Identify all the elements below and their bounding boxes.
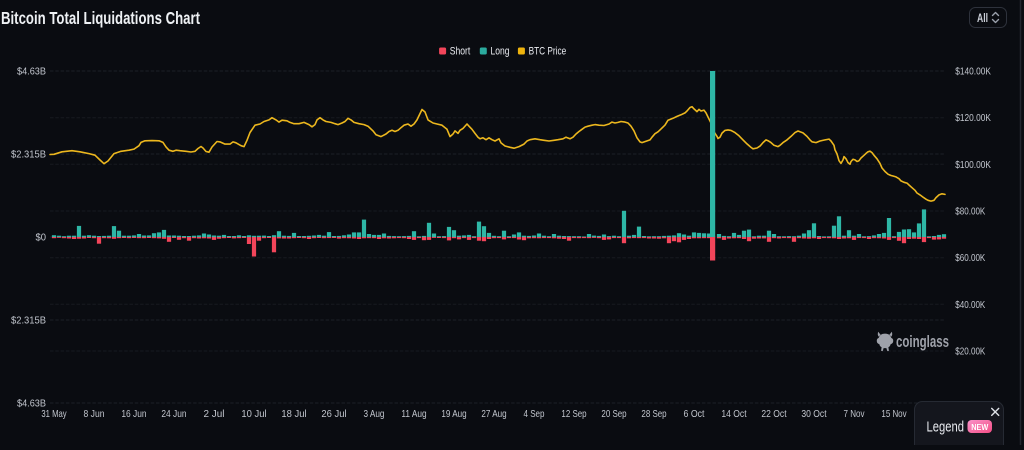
svg-text:2 Jul: 2 Jul [204,408,225,420]
svg-text:6 Oct: 6 Oct [684,408,705,420]
svg-text:16 Jun: 16 Jun [121,408,146,420]
svg-text:8 Jun: 8 Jun [84,408,105,420]
svg-text:30 Oct: 30 Oct [801,408,826,420]
svg-text:26 Jul: 26 Jul [321,408,346,420]
svg-text:Long: Long [491,46,510,58]
svg-text:19 Aug: 19 Aug [441,408,466,420]
svg-text:20 Sep: 20 Sep [601,408,626,420]
svg-text:27 Aug: 27 Aug [481,408,506,420]
svg-text:$2.315B: $2.315B [11,315,46,327]
svg-text:NEW: NEW [971,422,989,432]
svg-text:15 Nov: 15 Nov [881,408,907,420]
svg-text:28 Sep: 28 Sep [641,408,666,420]
svg-text:BTC Price: BTC Price [529,46,567,58]
svg-text:31 May: 31 May [41,408,67,420]
svg-text:$4.63B: $4.63B [17,398,46,410]
svg-text:All: All [977,11,988,25]
svg-text:3 Aug: 3 Aug [364,408,385,420]
svg-text:10 Jul: 10 Jul [241,408,266,420]
svg-text:$60.00K: $60.00K [955,252,985,264]
svg-text:4 Sep: 4 Sep [524,408,545,420]
svg-text:$40.00K: $40.00K [955,299,985,311]
svg-text:11 Aug: 11 Aug [401,408,426,420]
svg-text:24 Jun: 24 Jun [161,408,186,420]
svg-text:$4.63B: $4.63B [17,66,46,78]
svg-text:Bitcoin Total Liquidations Cha: Bitcoin Total Liquidations Chart [1,8,200,28]
svg-text:$2.315B: $2.315B [11,149,46,161]
svg-text:$140.00K: $140.00K [955,66,991,78]
svg-text:22 Oct: 22 Oct [761,408,786,420]
svg-text:14 Oct: 14 Oct [721,408,746,420]
svg-text:$100.00K: $100.00K [955,159,991,171]
svg-text:$80.00K: $80.00K [955,206,985,218]
svg-text:18 Jul: 18 Jul [281,408,306,420]
svg-text:coinglass: coinglass [896,333,949,351]
svg-text:Legend: Legend [927,420,965,436]
svg-text:$120.00K: $120.00K [955,112,991,124]
svg-text:$0: $0 [36,232,47,244]
svg-text:12 Sep: 12 Sep [561,408,586,420]
svg-text:$20.00K: $20.00K [955,346,985,358]
svg-text:7 Nov: 7 Nov [844,408,866,420]
svg-text:Short: Short [450,46,471,58]
